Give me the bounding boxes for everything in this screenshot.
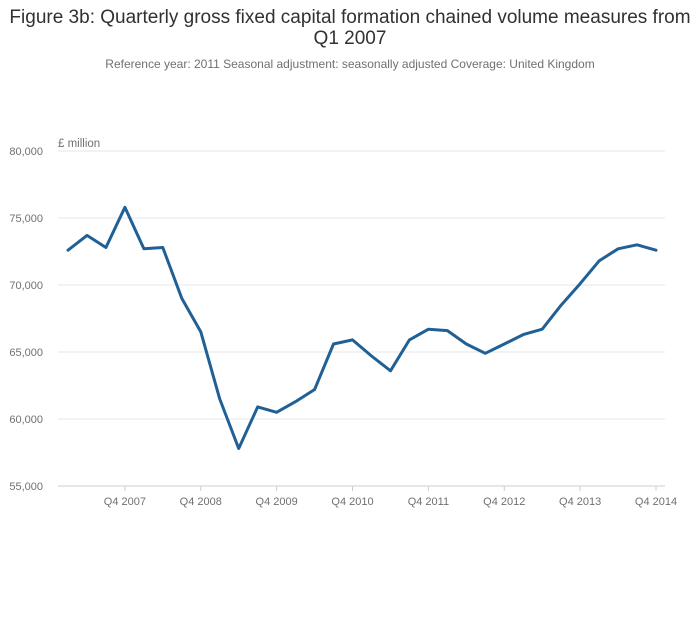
y-tick-label: 60,000	[9, 414, 43, 426]
series-layer	[66, 205, 658, 450]
y-tick-label: 80,000	[9, 146, 43, 158]
x-tick-label: Q4 2013	[559, 496, 601, 508]
x-tick-label: Q4 2009	[256, 496, 298, 508]
y-unit-label: £ million	[58, 138, 100, 150]
series-line	[66, 205, 658, 450]
x-tick-label: Q4 2014	[635, 496, 677, 508]
y-tick-label: 75,000	[9, 213, 43, 225]
x-tick-label: Q4 2012	[483, 496, 525, 508]
x-tick-label: Q4 2008	[180, 496, 222, 508]
x-tick-label: Q4 2007	[104, 496, 146, 508]
y-tick-label: 65,000	[9, 347, 43, 359]
y-tick-label: 55,000	[9, 481, 43, 493]
chart-title: Figure 3b: Quarterly gross fixed capital…	[9, 7, 691, 49]
x-tick-label: Q4 2011	[408, 496, 449, 508]
y-tick-label: 70,000	[9, 280, 43, 292]
axes: 55,000 60,000 65,000 70,000 75,000 80,000 Q4 2…	[9, 146, 677, 508]
chart-subtitle: Reference year: 2011 Seasonal adjustment…	[105, 57, 595, 71]
gridlines	[58, 150, 665, 420]
x-tick-label: Q4 2010	[331, 496, 373, 508]
